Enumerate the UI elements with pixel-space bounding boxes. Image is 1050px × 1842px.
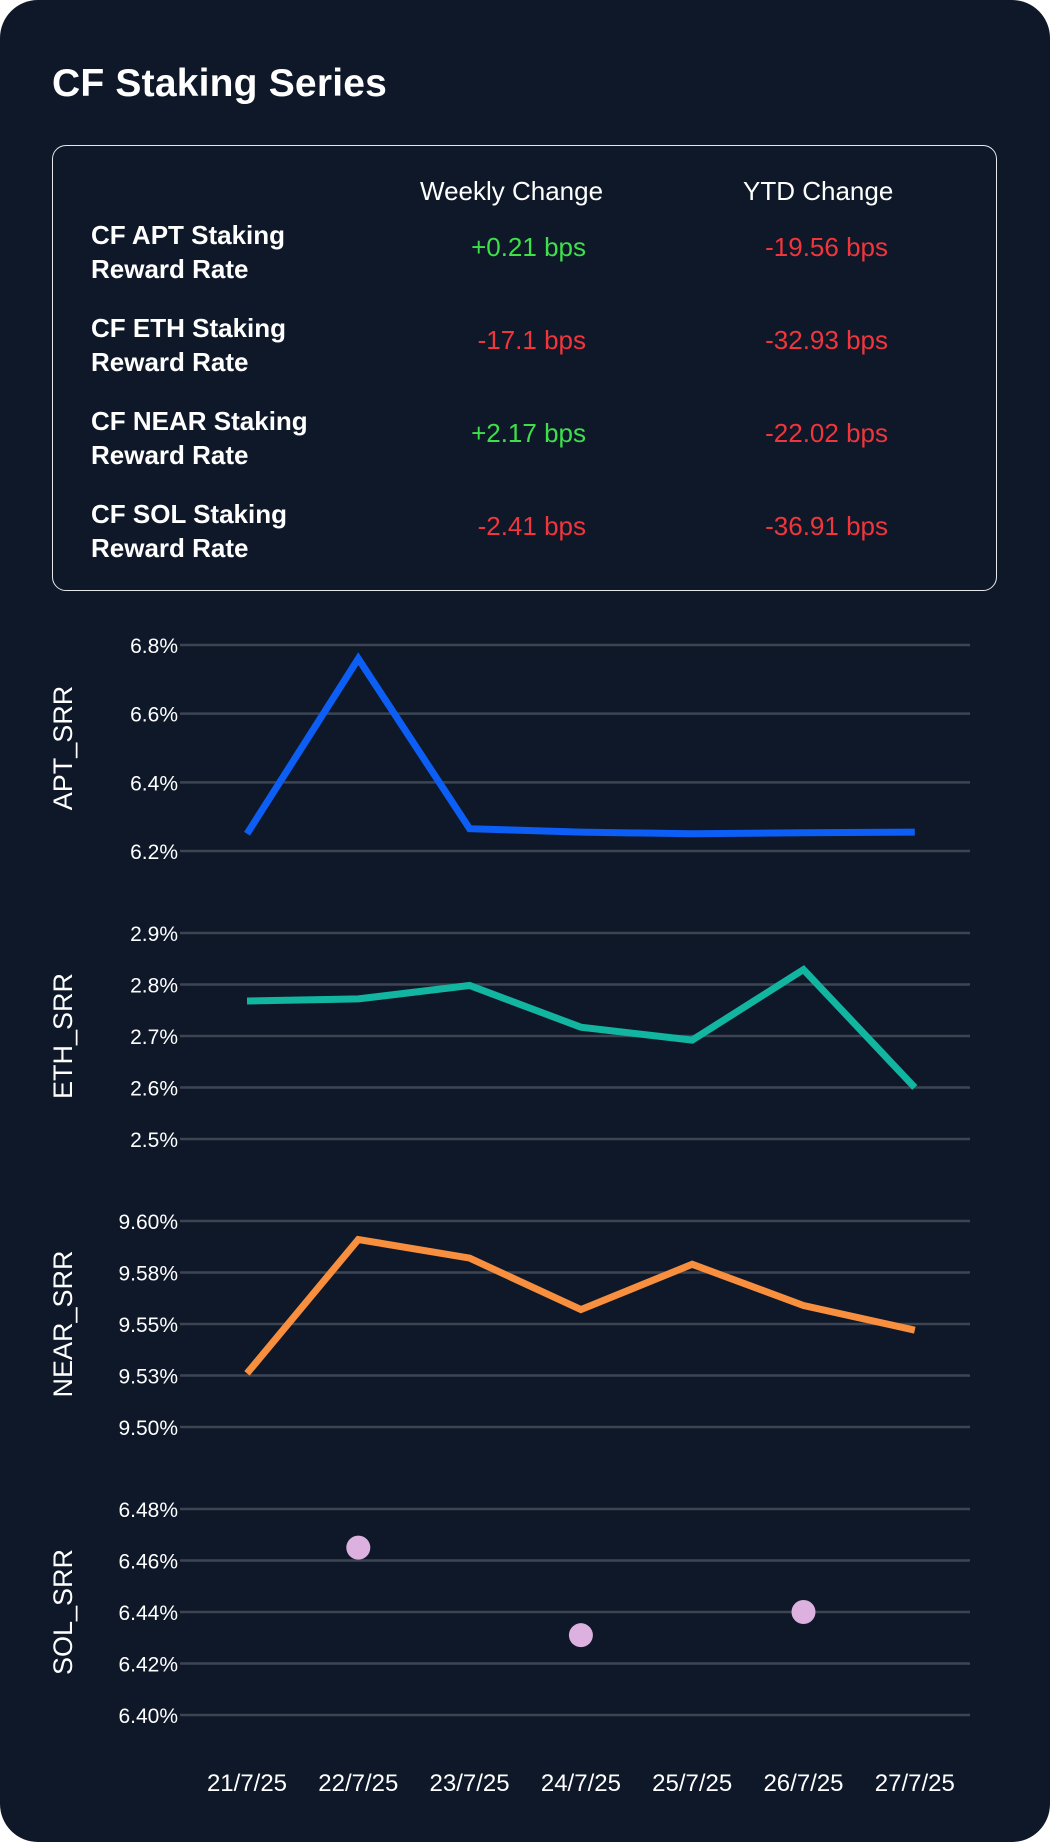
weekly-change-value: +0.21 bps [471,232,586,262]
x-tick-label: 21/7/25 [207,1770,287,1797]
eth-srr-series-line [246,965,918,1090]
apt-srr-y-tick-label: 6.6% [130,704,178,727]
apt-srr-y-tick-label: 6.2% [130,841,178,864]
eth-srr-y-tick-label: 2.6% [130,1078,178,1101]
page-title: CF Staking Series [52,62,388,105]
x-tick-label: 25/7/25 [652,1770,732,1797]
sol-srr-y-tick-label: 6.46% [118,1551,178,1574]
ytd-change-value: -32.93 bps [765,325,888,355]
row-label: CF NEAR Staking Reward Rate [91,406,308,470]
summary-table: Weekly Change YTD Change CF APT Staking … [52,145,997,591]
sol-srr-y-tick-label: 6.40% [118,1705,178,1728]
x-tick-label: 26/7/25 [763,1770,843,1797]
header-ytd-change: YTD Change [743,176,894,206]
eth-srr-y-tick-label: 2.9% [130,923,178,946]
x-tick-label: 22/7/25 [318,1770,398,1797]
sol-srr-data-point [346,1535,371,1560]
near-srr-y-tick-label: 9.58% [118,1263,178,1286]
ytd-change-value: -36.91 bps [765,511,888,541]
table-row-apt: CF APT Staking Reward Rate +0.21 bps -19… [53,218,996,298]
apt-srr-series-line [244,652,915,838]
table-row-sol: CF SOL Staking Reward Rate -2.41 bps -36… [53,497,996,577]
sol-srr-data-point [568,1623,593,1648]
eth-srr-y-tick-label: 2.8% [130,975,178,998]
table-row-eth: CF ETH Staking Reward Rate -17.1 bps -32… [53,311,996,391]
apt-srr-y-tick-label: 6.8% [130,635,178,658]
near-srr-y-tick-label: 9.55% [118,1314,178,1337]
apt-srr-y-tick-label: 6.4% [130,772,178,795]
x-tick-label: 23/7/25 [430,1770,510,1797]
weekly-change-value: +2.17 bps [471,418,586,448]
sol-srr-y-tick-label: 6.48% [118,1499,178,1522]
sol-srr-axis-label: SOL_SRR [48,1549,78,1675]
near-srr-y-tick-label: 9.60% [118,1211,178,1234]
row-label: CF ETH Staking Reward Rate [91,313,287,377]
apt-srr-axis-label: APT_SRR [48,686,78,811]
eth-srr-y-tick-label: 2.7% [130,1026,178,1049]
sol-srr-y-tick-label: 6.44% [118,1602,178,1625]
near-srr-y-tick-label: 9.53% [118,1366,178,1389]
near-srr-series-line [244,1235,916,1376]
header-weekly-change: Weekly Change [420,176,604,206]
ytd-change-value: -19.56 bps [765,232,888,262]
x-tick-label: 24/7/25 [541,1770,621,1797]
row-label: CF APT Staking Reward Rate [91,220,286,284]
sol-srr-data-point [791,1600,816,1624]
ytd-change-value: -22.02 bps [765,418,888,448]
weekly-change-value: -2.41 bps [477,511,586,541]
eth-srr-y-tick-label: 2.5% [130,1129,178,1152]
x-tick-label: 27/7/25 [875,1770,955,1797]
weekly-change-value: -17.1 bps [477,325,586,355]
table-row-near: CF NEAR Staking Reward Rate +2.17 bps -2… [53,404,996,484]
sol-srr-y-tick-label: 6.42% [118,1654,178,1677]
eth-srr-axis-label: ETH_SRR [48,973,78,1099]
near-srr-axis-label: NEAR_SRR [48,1250,78,1397]
row-label: CF SOL Staking Reward Rate [91,499,287,563]
near-srr-y-tick-label: 9.50% [118,1417,178,1440]
